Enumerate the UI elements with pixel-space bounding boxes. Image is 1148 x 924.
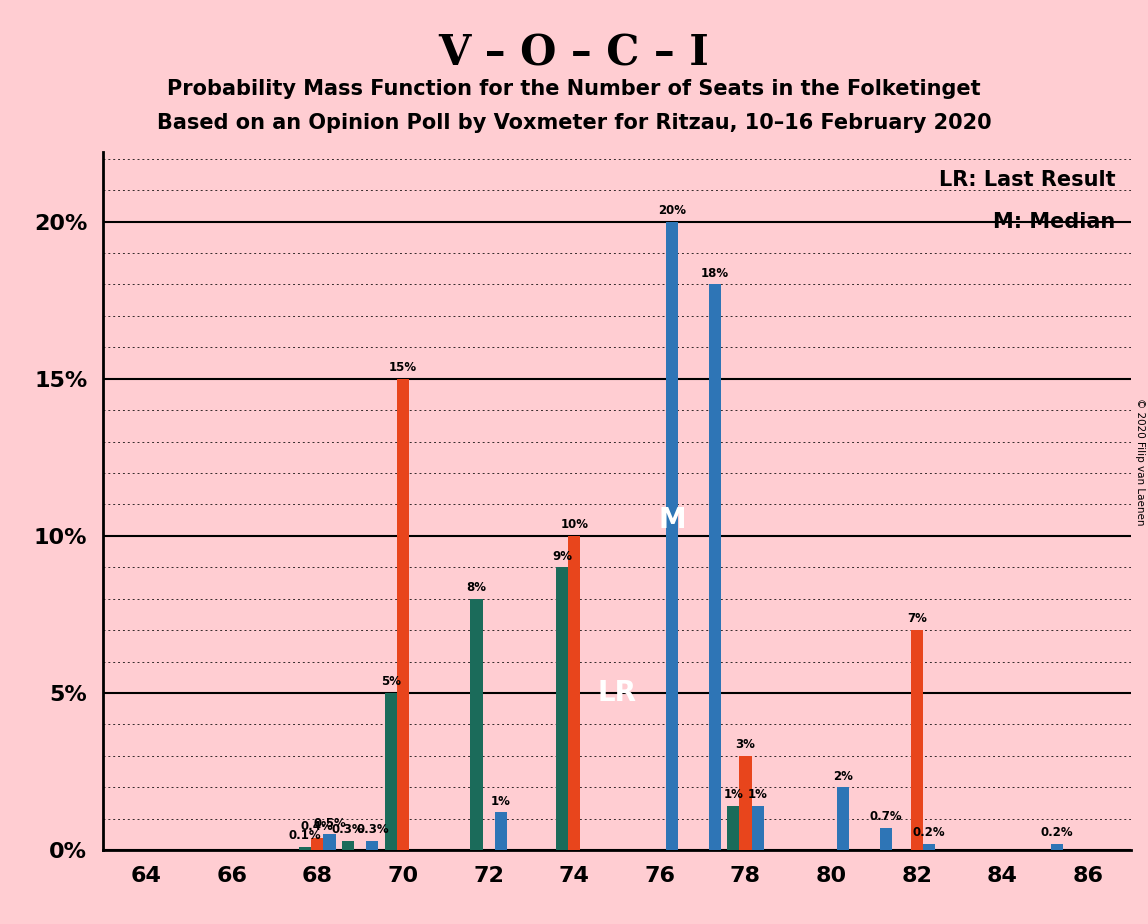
Bar bbox=[495, 812, 506, 850]
Text: M: Median: M: Median bbox=[993, 212, 1116, 232]
Text: 8%: 8% bbox=[466, 581, 487, 594]
Text: Probability Mass Function for the Number of Seats in the Folketinget: Probability Mass Function for the Number… bbox=[168, 79, 980, 99]
Bar bbox=[881, 828, 892, 850]
Bar bbox=[752, 806, 763, 850]
Text: 0.2%: 0.2% bbox=[913, 826, 945, 839]
Bar bbox=[666, 222, 678, 850]
Bar bbox=[342, 841, 354, 850]
Text: 18%: 18% bbox=[700, 267, 729, 280]
Text: 9%: 9% bbox=[552, 550, 572, 563]
Text: © 2020 Filip van Laenen: © 2020 Filip van Laenen bbox=[1135, 398, 1145, 526]
Bar bbox=[300, 847, 311, 850]
Text: 1%: 1% bbox=[747, 788, 768, 801]
Text: 10%: 10% bbox=[560, 518, 588, 531]
Text: 20%: 20% bbox=[658, 204, 687, 217]
Text: 5%: 5% bbox=[381, 675, 401, 688]
Text: 0.3%: 0.3% bbox=[332, 823, 364, 836]
Text: Based on an Opinion Poll by Voxmeter for Ritzau, 10–16 February 2020: Based on an Opinion Poll by Voxmeter for… bbox=[156, 113, 992, 133]
Bar bbox=[471, 599, 482, 850]
Bar bbox=[728, 806, 739, 850]
Bar bbox=[910, 630, 923, 850]
Text: 2%: 2% bbox=[833, 770, 853, 783]
Text: V – O – C – I: V – O – C – I bbox=[439, 32, 709, 74]
Bar bbox=[923, 844, 934, 850]
Text: 15%: 15% bbox=[389, 361, 417, 374]
Text: 0.3%: 0.3% bbox=[356, 823, 389, 836]
Bar bbox=[739, 756, 752, 850]
Text: 0.1%: 0.1% bbox=[289, 829, 321, 842]
Text: LR: LR bbox=[598, 679, 636, 707]
Text: 0.7%: 0.7% bbox=[870, 810, 902, 823]
Bar bbox=[708, 285, 721, 850]
Bar bbox=[1052, 844, 1063, 850]
Bar bbox=[568, 536, 580, 850]
Text: 1%: 1% bbox=[491, 795, 511, 808]
Text: 7%: 7% bbox=[907, 613, 926, 626]
Text: 1%: 1% bbox=[723, 788, 743, 801]
Bar bbox=[366, 841, 379, 850]
Bar bbox=[556, 567, 568, 850]
Bar bbox=[837, 787, 850, 850]
Bar bbox=[385, 693, 397, 850]
Text: M: M bbox=[658, 506, 685, 534]
Text: 3%: 3% bbox=[736, 738, 755, 751]
Bar bbox=[324, 834, 335, 850]
Text: LR: Last Result: LR: Last Result bbox=[939, 170, 1116, 190]
Text: 0.4%: 0.4% bbox=[301, 820, 334, 833]
Text: 0.5%: 0.5% bbox=[313, 817, 346, 830]
Bar bbox=[311, 837, 324, 850]
Text: 0.2%: 0.2% bbox=[1041, 826, 1073, 839]
Bar bbox=[397, 379, 409, 850]
